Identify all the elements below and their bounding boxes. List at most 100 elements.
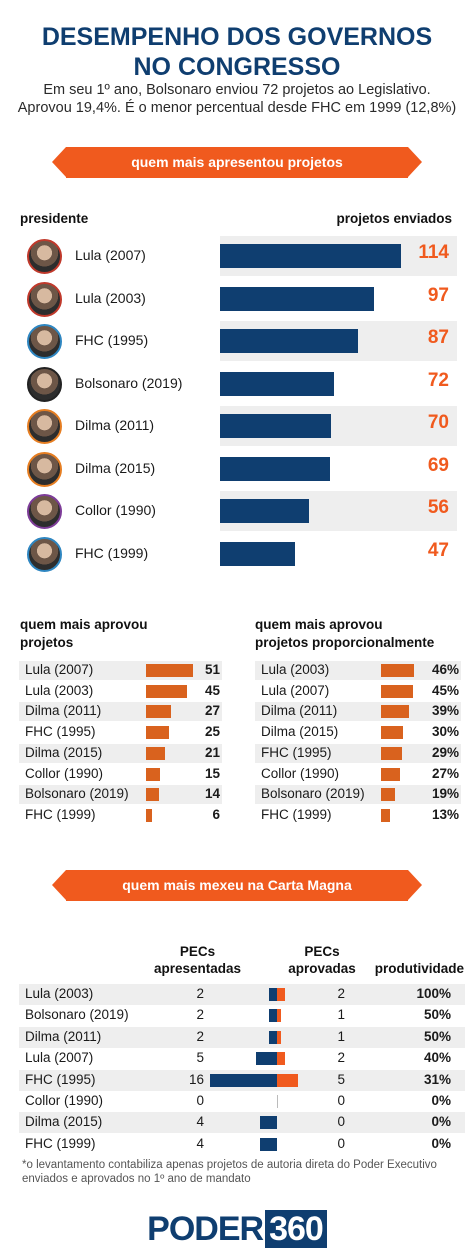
approved-value: 45 xyxy=(204,682,220,698)
pec-row: Lula (2003) 2 2 100% xyxy=(19,984,465,1005)
projects-row: Lula (2003) 97 xyxy=(19,278,457,319)
approved-row: Lula (2003) 46% xyxy=(255,661,461,680)
approved-value: 21 xyxy=(204,744,220,760)
chart-proportional-title-line-1: quem mais aprovou xyxy=(255,617,383,632)
pec-row: Collor (1990) 0 0 0% xyxy=(19,1091,465,1112)
approved-bar xyxy=(146,684,188,698)
productivity-value: 50% xyxy=(423,1007,451,1023)
projects-row: FHC (1999) 47 xyxy=(19,533,457,574)
president-avatar xyxy=(27,281,62,317)
projects-value: 87 xyxy=(427,327,449,348)
president-name: Lula (2003) xyxy=(75,289,146,306)
column-header-projects-sent: projetos enviados xyxy=(336,211,452,226)
projects-bar xyxy=(220,541,295,566)
approved-row: FHC (1999) 6 xyxy=(19,805,222,825)
approved-row: FHC (1995) 29% xyxy=(255,743,461,763)
approved-value: 45% xyxy=(431,682,459,698)
pecs-approved-bar xyxy=(277,1009,282,1023)
pecs-approved-value: 0 xyxy=(337,1135,345,1151)
pecs-presented-value: 0 xyxy=(196,1093,204,1108)
pecs-presented-value: 5 xyxy=(196,1050,204,1066)
pecs-presented-value: 4 xyxy=(196,1114,204,1130)
chart-proportional-title-line-2: projetos proporcionalmente xyxy=(255,635,435,650)
approved-row: FHC (1999) 13% xyxy=(255,805,461,825)
productivity-value: 0% xyxy=(431,1135,451,1151)
pecs-approved-value: 0 xyxy=(337,1093,345,1108)
column-header-pecs-presented: PECs apresentadas xyxy=(150,943,245,977)
projects-row: Bolsonaro (2019) 72 xyxy=(19,363,457,404)
pecs-presented-bar xyxy=(268,1030,277,1044)
approved-bar xyxy=(146,808,152,822)
president-avatar xyxy=(27,536,62,572)
president-name: Dilma (2015) xyxy=(25,1114,103,1130)
projects-value: 47 xyxy=(427,539,449,561)
pecs-presented-value: 2 xyxy=(196,986,204,1001)
approved-bar xyxy=(146,767,160,781)
section-banner-presented: quem mais apresentou projetos xyxy=(52,147,422,178)
approved-value: 25 xyxy=(204,724,220,740)
approved-value: 15 xyxy=(204,765,220,781)
approved-row: Collor (1990) 27% xyxy=(255,764,461,784)
approved-row: Dilma (2011) 39% xyxy=(255,702,461,722)
approved-row: Dilma (2011) 27 xyxy=(19,702,222,722)
approved-row: Collor (1990) 15 xyxy=(19,764,222,784)
president-name: Dilma (2015) xyxy=(261,724,339,740)
president-name: Collor (1990) xyxy=(75,502,156,518)
projects-value: 72 xyxy=(427,369,449,391)
subtitle-line-2: Aprovou 19,4%. É o menor percentual desd… xyxy=(17,100,457,116)
pecs-approved-value: 2 xyxy=(337,986,345,1001)
pecs-presented-line-1: PECs xyxy=(179,944,216,959)
chart-approved-title: quem mais aprovou projetos xyxy=(20,616,148,652)
footnote: *o levantamento contabiliza apenas proje… xyxy=(22,1158,452,1186)
approved-bar xyxy=(381,705,409,719)
pecs-presented-bar xyxy=(260,1116,277,1130)
productivity-value: 50% xyxy=(423,1028,451,1044)
president-name: Bolsonaro (2019) xyxy=(75,374,183,391)
president-name: FHC (1995) xyxy=(261,744,332,760)
president-name: Lula (2007) xyxy=(25,662,94,677)
approved-bar xyxy=(146,788,159,802)
projects-value: 114 xyxy=(418,242,449,263)
projects-row: FHC (1995) 87 xyxy=(19,321,457,361)
footnote-line-1: *o levantamento contabiliza apenas proje… xyxy=(22,1159,437,1171)
pec-row: Dilma (2011) 2 1 50% xyxy=(19,1026,465,1048)
pecs-presented-line-2: apresentadas xyxy=(153,961,242,976)
pec-row: Lula (2007) 5 2 40% xyxy=(19,1048,465,1070)
title-line-2: NO CONGRESSO xyxy=(133,53,341,81)
footnote-line-2: enviados e aprovados no 1º ano de mandat… xyxy=(22,1173,251,1185)
column-header-productivity: produtividade xyxy=(374,961,464,976)
president-name: Bolsonaro (2019) xyxy=(25,786,129,802)
chart-approved-title-line-2: projetos xyxy=(20,635,74,650)
president-name: Bolsonaro (2019) xyxy=(25,1007,129,1023)
approved-value: 51 xyxy=(204,662,220,677)
approved-value: 46% xyxy=(431,662,459,677)
approved-value: 27 xyxy=(204,703,220,719)
president-name: FHC (1999) xyxy=(261,806,332,822)
pecs-approved-line-2: aprovadas xyxy=(288,961,356,976)
approved-value: 30% xyxy=(431,724,459,740)
pecs-presented-bar xyxy=(256,1052,277,1066)
pec-row: Dilma (2015) 4 0 0% xyxy=(19,1112,465,1134)
page-title: DESEMPENHO DOS GOVERNOS NO CONGRESSO xyxy=(0,22,474,82)
president-name: Lula (2007) xyxy=(261,682,330,698)
projects-bar xyxy=(220,329,359,353)
projects-bar xyxy=(220,286,374,311)
poder360-logo: PODER 360 xyxy=(0,1210,474,1249)
president-name: Collor (1990) xyxy=(25,765,104,781)
approved-value: 27% xyxy=(431,765,459,781)
pecs-presented-bar xyxy=(268,988,277,1001)
president-name: FHC (1999) xyxy=(25,1135,96,1151)
subtitle: Em seu 1º ano, Bolsonaro enviou 72 proje… xyxy=(10,81,464,117)
title-line-1: DESEMPENHO DOS GOVERNOS xyxy=(41,23,433,51)
pecs-presented-value: 2 xyxy=(196,1028,204,1044)
chart-proportional-title: quem mais aprovou projetos proporcionalm… xyxy=(255,616,434,652)
projects-bar xyxy=(220,456,330,481)
approved-row: FHC (1995) 25 xyxy=(19,723,222,743)
pecs-approved-value: 5 xyxy=(337,1071,345,1087)
president-name: Lula (2007) xyxy=(75,247,146,263)
projects-bar xyxy=(220,499,309,523)
projects-bar xyxy=(220,371,335,396)
approved-bar xyxy=(381,767,401,781)
approved-bar xyxy=(146,664,193,677)
pecs-approved-line-1: PECs xyxy=(304,944,340,959)
